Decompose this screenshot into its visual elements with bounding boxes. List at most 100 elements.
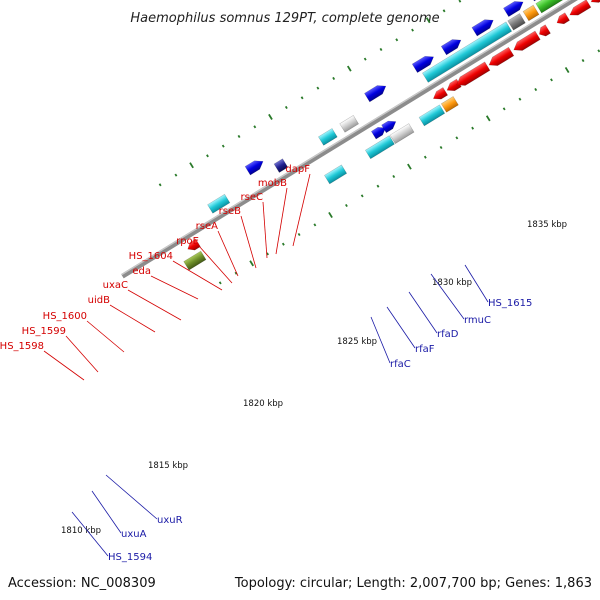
reverse-gene[interactable] xyxy=(454,61,491,89)
reverse-gene[interactable] xyxy=(589,0,600,6)
minor-tick-upper xyxy=(237,134,241,139)
gene-label[interactable]: rseA xyxy=(196,221,218,232)
minor-tick-upper xyxy=(221,144,225,148)
major-tick-upper xyxy=(189,162,194,169)
gene-leader-line xyxy=(292,173,311,247)
minor-tick-lower xyxy=(550,78,553,82)
cds-block[interactable] xyxy=(418,104,446,127)
minor-tick-lower xyxy=(518,97,522,101)
forward-gene[interactable] xyxy=(370,124,388,140)
gene-label[interactable]: uidB xyxy=(88,295,110,306)
gene-label[interactable]: uxuA xyxy=(121,529,147,540)
major-tick-lower xyxy=(485,115,491,122)
cds-block[interactable] xyxy=(339,115,359,133)
gene-label[interactable]: rseC xyxy=(241,192,263,203)
gene-leader-line xyxy=(370,316,391,364)
cds-block[interactable] xyxy=(507,13,526,31)
forward-gene[interactable] xyxy=(440,36,463,56)
minor-tick-lower xyxy=(218,281,222,285)
reverse-gene[interactable] xyxy=(567,0,592,19)
gene-label[interactable]: HS_1600 xyxy=(43,311,87,322)
gene-leader-line xyxy=(127,289,182,321)
tick-label: 1810 kbp xyxy=(61,526,101,536)
minor-tick-upper xyxy=(300,96,304,100)
forward-gene[interactable] xyxy=(503,0,525,18)
gene-leader-line xyxy=(150,275,199,300)
minor-tick-upper xyxy=(411,28,414,32)
forward-gene[interactable] xyxy=(244,157,266,176)
gene-label[interactable]: HS_1604 xyxy=(129,251,173,262)
gene-label[interactable]: uxuR xyxy=(157,515,183,526)
minor-tick-lower xyxy=(313,223,317,227)
forward-gene[interactable] xyxy=(471,16,496,37)
cds-block[interactable] xyxy=(535,0,575,14)
gene-label[interactable]: HS_1599 xyxy=(22,326,66,337)
forward-gene[interactable] xyxy=(381,118,399,134)
cds-block[interactable] xyxy=(207,193,231,214)
backbone-highlight xyxy=(121,0,600,276)
gene-label[interactable]: rfaC xyxy=(390,359,411,370)
gene-leader-line xyxy=(105,474,158,520)
gene-label-layer: HS_1598HS_1599HS_1600uidBuxaCedaHS_1604r… xyxy=(0,164,532,563)
minor-tick-upper xyxy=(363,57,367,61)
tick-marks xyxy=(158,0,600,285)
reverse-gene[interactable] xyxy=(445,78,462,94)
forward-gene[interactable] xyxy=(364,82,388,103)
minor-tick-lower xyxy=(376,184,380,188)
gene-leader-line xyxy=(408,291,438,334)
minor-tick-lower xyxy=(581,58,585,63)
gene-leader-line xyxy=(430,273,465,320)
gene-label[interactable]: dapF xyxy=(285,164,310,175)
minor-tick-lower xyxy=(360,194,364,198)
cds-block[interactable] xyxy=(183,250,207,271)
tick-label: 1815 kbp xyxy=(148,461,188,471)
major-tick-upper xyxy=(346,65,352,72)
minor-tick-upper xyxy=(174,173,178,177)
minor-tick-lower xyxy=(281,242,285,246)
cds-block[interactable] xyxy=(522,4,540,22)
cds-block[interactable] xyxy=(364,135,395,160)
gene-leader-line xyxy=(43,350,85,381)
major-tick-upper xyxy=(425,17,431,24)
cds-block[interactable] xyxy=(389,123,415,144)
gene-label[interactable]: eda xyxy=(132,266,151,277)
gene-label[interactable]: rfaF xyxy=(415,344,435,355)
major-tick-lower xyxy=(249,260,254,267)
minor-tick-upper xyxy=(332,76,336,81)
gene-label[interactable]: mobB xyxy=(258,178,287,189)
reverse-gene[interactable] xyxy=(185,238,201,253)
gene-label[interactable]: rseB xyxy=(219,206,241,217)
gene-leader-line xyxy=(86,320,125,353)
reverse-gene[interactable] xyxy=(431,87,449,102)
minor-tick-lower xyxy=(502,107,506,111)
cds-block[interactable] xyxy=(422,21,513,83)
gene-label[interactable]: rpoE xyxy=(176,236,199,247)
cds-block[interactable] xyxy=(318,128,338,146)
reverse-gene[interactable] xyxy=(555,12,570,27)
minor-tick-lower xyxy=(392,174,396,179)
gene-leader-line xyxy=(386,306,416,349)
tick-label-layer: 1810 kbp 1815 kbp 1820 kbp 1825 kbp 1830 kbp… xyxy=(61,220,567,536)
minor-tick-upper xyxy=(379,47,383,52)
major-tick-upper xyxy=(268,113,273,120)
minor-tick-lower xyxy=(345,203,348,208)
gene-label[interactable]: HS_1598 xyxy=(0,341,44,352)
gene-label[interactable]: HS_1615 xyxy=(488,298,532,309)
gene-label[interactable]: rfaD xyxy=(437,329,459,340)
genome-band xyxy=(121,0,600,285)
cds-block[interactable] xyxy=(273,158,289,173)
gene-label[interactable]: rmuC xyxy=(464,315,491,326)
minor-tick-upper xyxy=(316,86,320,90)
forward-gene[interactable] xyxy=(411,53,436,73)
gene-label[interactable]: HS_1594 xyxy=(108,552,152,563)
gene-label[interactable]: uxaC xyxy=(103,280,128,291)
reverse-gene[interactable] xyxy=(486,46,515,69)
gene-leader-line xyxy=(91,490,122,534)
reverse-gene[interactable] xyxy=(537,24,551,39)
minor-tick-upper xyxy=(158,183,162,187)
cds-block[interactable] xyxy=(440,96,459,113)
gene-leader-line xyxy=(275,187,288,255)
reverse-gene[interactable] xyxy=(511,30,541,54)
cds-block[interactable] xyxy=(324,164,348,185)
